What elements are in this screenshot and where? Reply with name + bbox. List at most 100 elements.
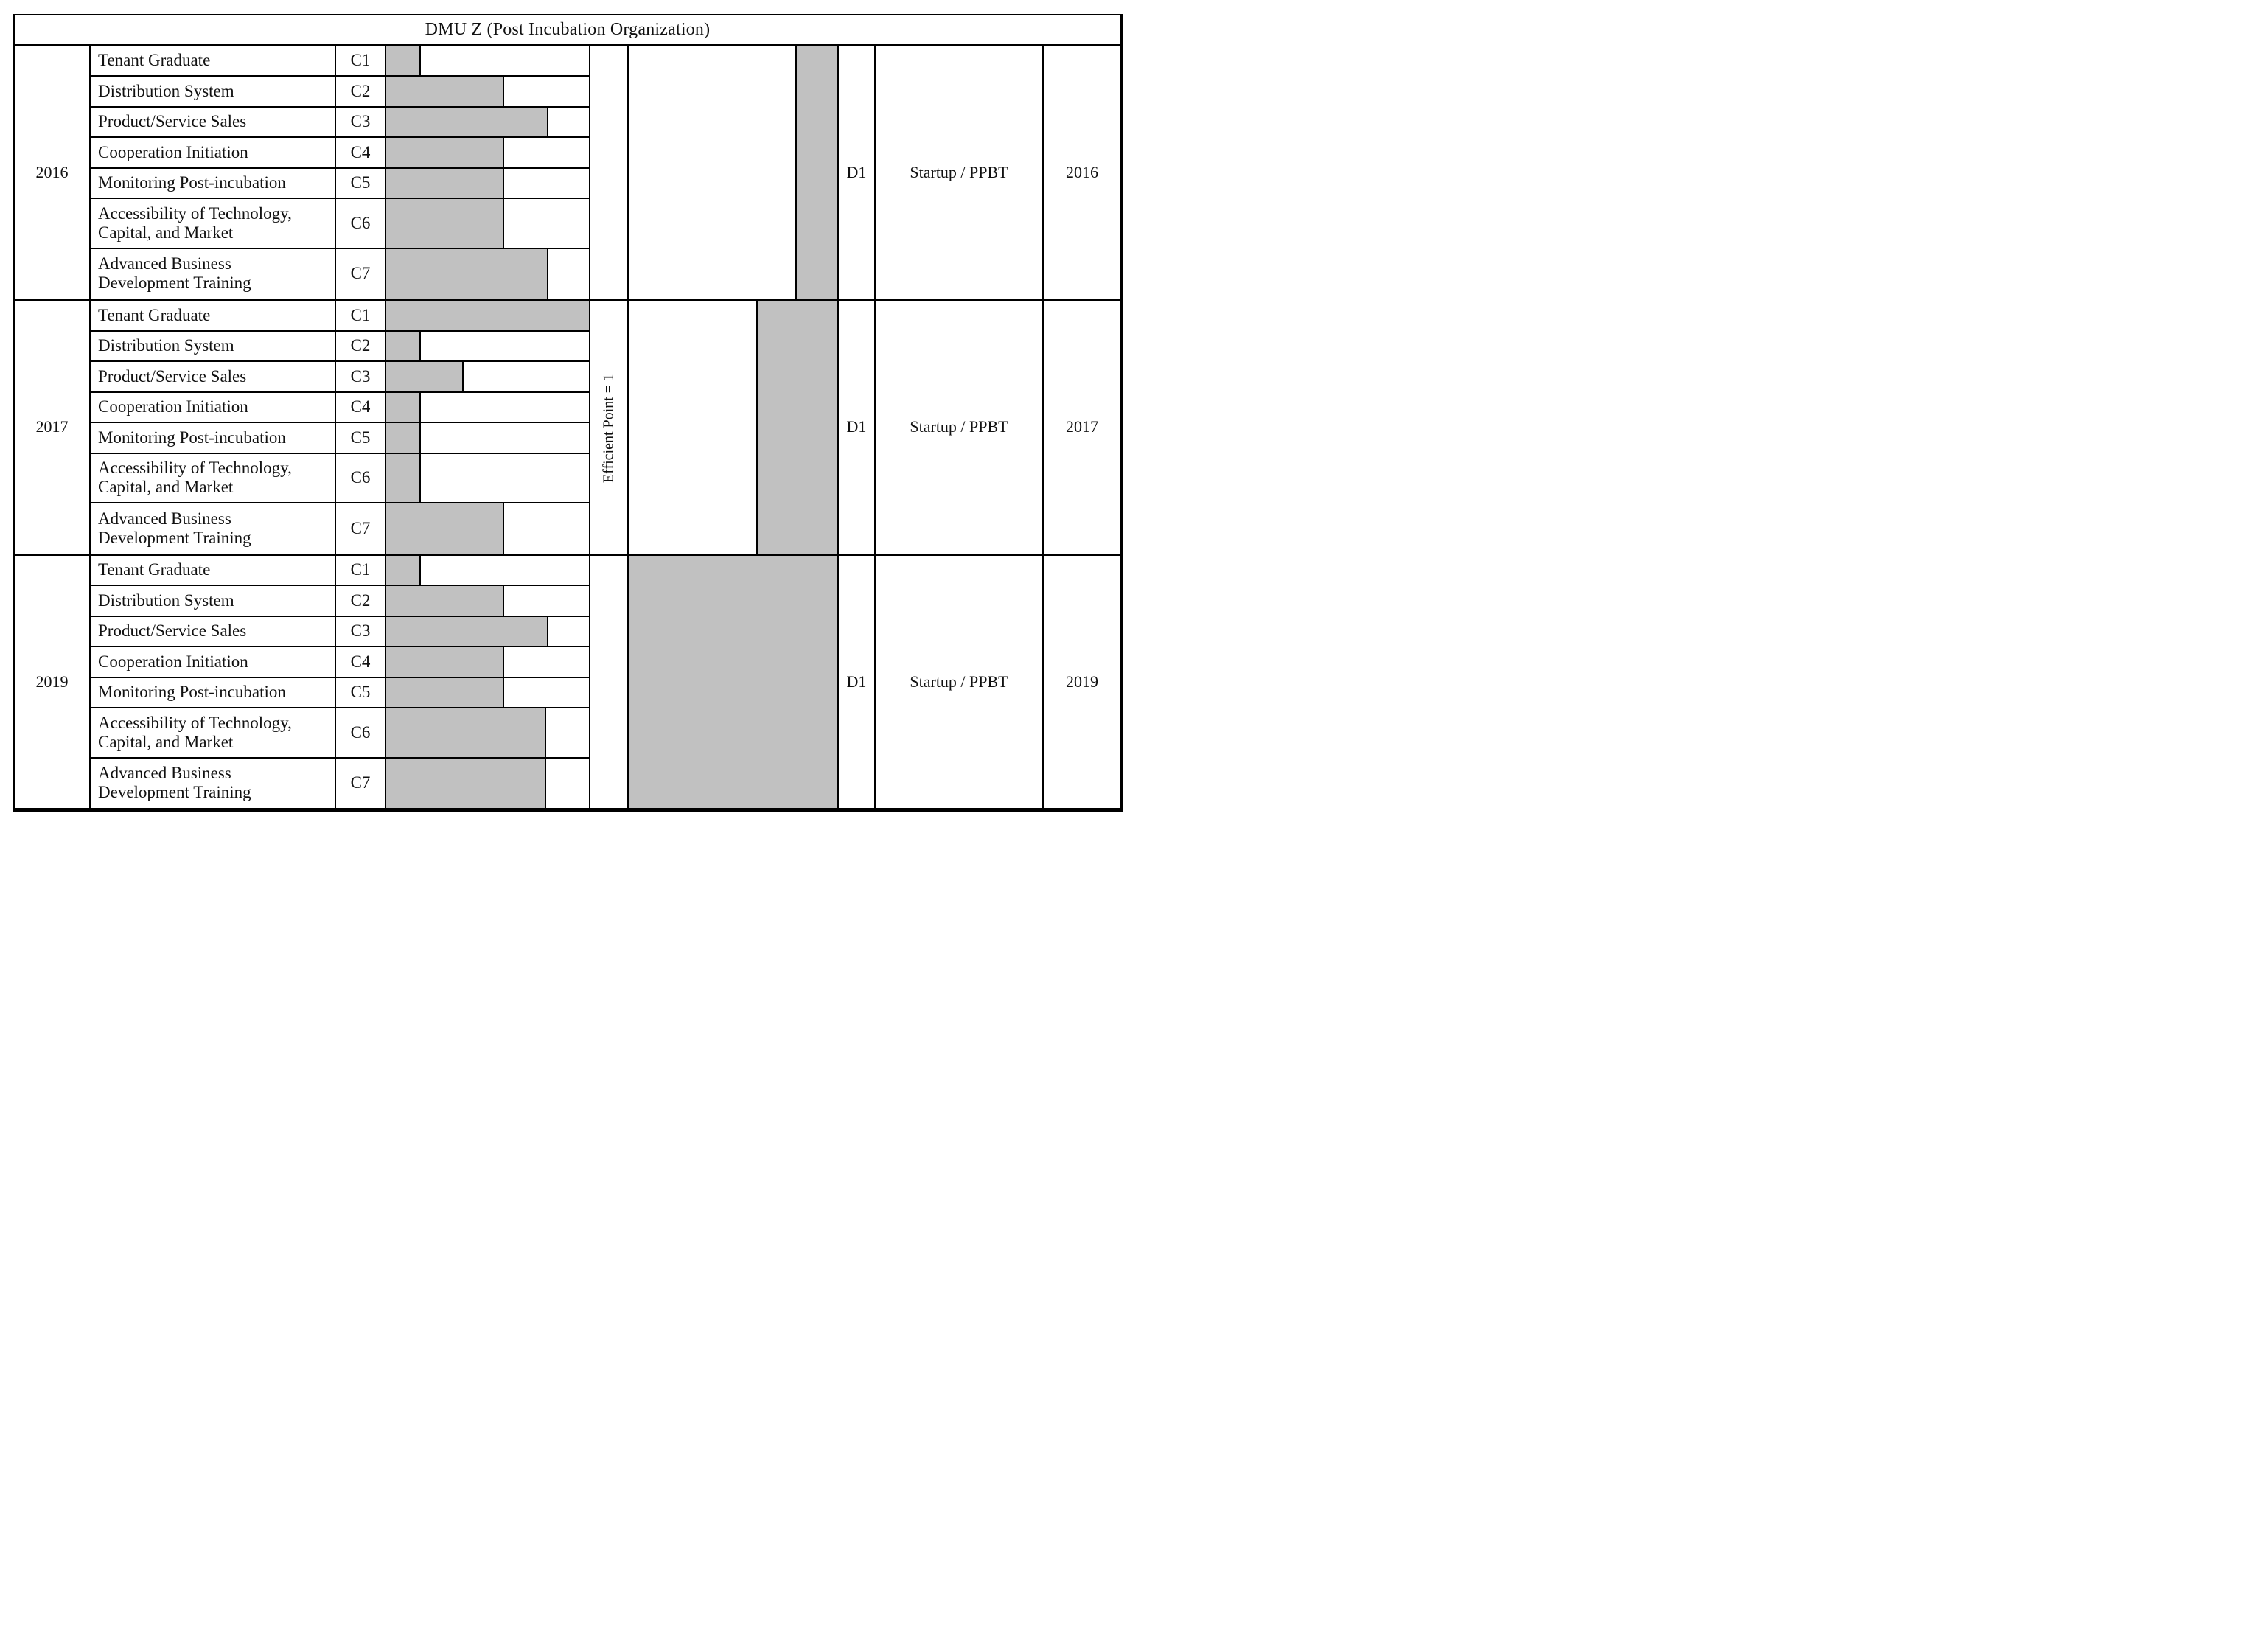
efficiency-bar [795, 46, 837, 299]
criteria-code: C6 [336, 199, 386, 249]
score-bar-cell [386, 503, 590, 554]
score-bar-cell [386, 677, 590, 708]
dea-efficiency-table: DMU Z (Post Incubation Organization) 201… [13, 14, 1123, 812]
criteria-label: Accessibility of Technology, Capital, an… [91, 199, 336, 249]
criteria-code: C5 [336, 423, 386, 454]
score-bar [386, 555, 421, 585]
score-bar-cell [386, 647, 590, 678]
efficiency-chart-area [629, 301, 839, 554]
year-block-2017: 2017 Tenant Graduate C1 Distribution System… [15, 301, 1120, 556]
score-bar [386, 331, 421, 360]
criteria-label: Product/Service Sales [91, 362, 336, 393]
score-bar [386, 453, 421, 502]
score-bar-cell [386, 138, 590, 169]
score-bar-cell [386, 107, 590, 138]
score-bar-cell [386, 331, 590, 362]
criteria-label: Product/Service Sales [91, 107, 336, 138]
year-cell-left: 2017 [15, 301, 91, 554]
criteria-code: C3 [336, 107, 386, 138]
criteria-code: C7 [336, 248, 386, 299]
criteria-code: C7 [336, 503, 386, 554]
score-bar-cell [386, 555, 590, 586]
score-bar [386, 138, 504, 167]
score-bar [386, 503, 504, 554]
dmu-label-cell: Startup / PPBT [876, 555, 1044, 808]
criteria-label: Accessibility of Technology, Capital, an… [91, 708, 336, 759]
figure-page: DMU Z (Post Incubation Organization) 201… [0, 0, 1134, 820]
criteria-label: Monitoring Post-incubation [91, 423, 336, 454]
score-bar [386, 107, 548, 136]
score-bar [386, 168, 504, 198]
score-bar-cell [386, 77, 590, 108]
criteria-label: Tenant Graduate [91, 301, 336, 332]
score-bar-cell [386, 392, 590, 423]
criteria-code: C2 [336, 77, 386, 108]
score-bar-cell [386, 248, 590, 299]
criteria-code: C1 [336, 301, 386, 332]
efficient-point-column [590, 301, 629, 554]
score-bar-cell [386, 362, 590, 393]
score-bar-cell [386, 616, 590, 647]
criteria-code: C3 [336, 616, 386, 647]
score-bar-cell [386, 758, 590, 808]
score-bar-cell [386, 586, 590, 617]
criteria-code: C4 [336, 647, 386, 678]
dmu-label-cell: Startup / PPBT [876, 46, 1044, 299]
table-title: DMU Z (Post Incubation Organization) [15, 15, 1120, 46]
criteria-label: Distribution System [91, 586, 336, 617]
dmu-label-cell: Startup / PPBT [876, 301, 1044, 554]
criteria-label: Distribution System [91, 331, 336, 362]
score-bar-cell [386, 453, 590, 503]
score-bar-cell [386, 301, 590, 332]
efficiency-bar [629, 555, 837, 808]
criteria-code: C4 [336, 392, 386, 423]
score-bar [386, 362, 464, 391]
criteria-label: Tenant Graduate [91, 555, 336, 586]
criteria-label: Cooperation Initiation [91, 138, 336, 169]
score-bar [386, 708, 547, 757]
criteria-label: Advanced Business Development Training [91, 503, 336, 554]
score-bar [386, 77, 504, 106]
efficient-point-column [590, 555, 629, 808]
score-bar-cell [386, 708, 590, 759]
criteria-code: C5 [336, 677, 386, 708]
criteria-code: C6 [336, 708, 386, 759]
score-bar [386, 301, 589, 330]
score-bar [386, 392, 421, 422]
criteria-code: C7 [336, 758, 386, 808]
dmu-code-cell: D1 [839, 301, 876, 554]
score-bar [386, 677, 504, 707]
year-cell-left: 2016 [15, 46, 91, 299]
score-bar [386, 46, 421, 75]
table-body: 2016 Tenant Graduate C1 Distribution System… [15, 46, 1120, 810]
efficient-point-column [590, 46, 629, 299]
score-bar [386, 758, 547, 808]
year-cell-left: 2019 [15, 555, 91, 808]
score-bar-cell [386, 168, 590, 199]
efficiency-chart-area [629, 555, 839, 808]
score-bar [386, 423, 421, 453]
year-cell-right: 2019 [1066, 672, 1098, 691]
score-bar [386, 586, 504, 616]
dmu-code-cell: D1 [839, 555, 876, 808]
criteria-label: Advanced Business Development Training [91, 758, 336, 808]
criteria-label: Accessibility of Technology, Capital, an… [91, 453, 336, 503]
dmu-code-cell: D1 [839, 46, 876, 299]
criteria-label: Product/Service Sales [91, 616, 336, 647]
criteria-label: Cooperation Initiation [91, 392, 336, 423]
criteria-code: C2 [336, 586, 386, 617]
score-bar [386, 647, 504, 677]
criteria-code: C2 [336, 331, 386, 362]
criteria-label: Cooperation Initiation [91, 647, 336, 678]
efficiency-chart-area [629, 46, 839, 299]
criteria-label: Monitoring Post-incubation [91, 168, 336, 199]
efficient-point-label: Efficient Point = 1 [600, 373, 617, 483]
criteria-code: C1 [336, 555, 386, 586]
score-bar [386, 616, 548, 646]
score-bar [386, 248, 548, 299]
year-cell-right: 2017 [1066, 417, 1098, 436]
score-bar [386, 199, 504, 248]
efficiency-bar [756, 301, 837, 554]
criteria-label: Monitoring Post-incubation [91, 677, 336, 708]
criteria-code: C6 [336, 453, 386, 503]
